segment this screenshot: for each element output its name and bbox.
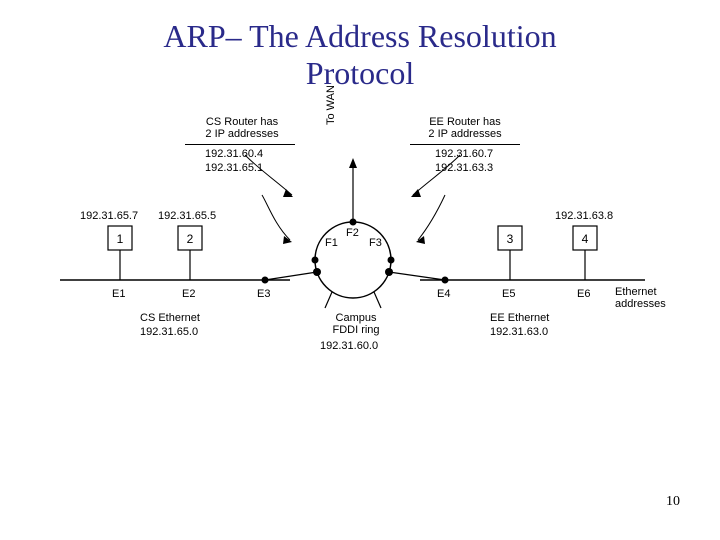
f2-label: F2 <box>346 227 359 239</box>
cs-ip1: 192.31.60.4 <box>205 148 263 160</box>
ring-node-f1 <box>312 257 319 264</box>
e1-label: E1 <box>112 288 125 300</box>
cs-router <box>262 268 322 284</box>
e3-label: E3 <box>257 288 270 300</box>
ip-host-2: 192.31.65.5 <box>158 210 216 222</box>
wan-arrow <box>349 158 357 222</box>
e2-label: E2 <box>182 288 195 300</box>
page-number: 10 <box>666 494 680 510</box>
wan-label: To WAN <box>325 85 337 125</box>
network-diagram: 1 2 3 4 <box>50 110 670 390</box>
host-1: 1 <box>108 226 132 280</box>
ee-underline <box>410 144 520 145</box>
svg-text:2: 2 <box>187 232 194 246</box>
cs-underline <box>185 144 295 145</box>
e5-label: E5 <box>502 288 515 300</box>
ee-ip2: 192.31.63.3 <box>435 162 493 174</box>
ip-host-1: 192.31.65.7 <box>80 210 138 222</box>
ee-net-name: EE Ethernet <box>490 312 549 324</box>
e4-label: E4 <box>437 288 450 300</box>
host-4: 4 <box>573 226 597 280</box>
ee-router-label: EE Router has2 IP addresses <box>405 116 525 140</box>
ee-router <box>385 268 449 284</box>
ring-net-name: CampusFDDI ring <box>326 312 386 336</box>
ring-node-f3 <box>388 257 395 264</box>
svg-text:4: 4 <box>582 232 589 246</box>
f3-label: F3 <box>369 237 382 249</box>
cs-net-ip: 192.31.65.0 <box>140 326 198 338</box>
ee-ip1: 192.31.60.7 <box>435 148 493 160</box>
svg-text:1: 1 <box>117 232 124 246</box>
page-title: ARP– The Address ResolutionProtocol <box>0 0 720 92</box>
svg-text:3: 3 <box>507 232 514 246</box>
ring-net-ip: 192.31.60.0 <box>320 340 378 352</box>
ip-host-4: 192.31.63.8 <box>555 210 613 222</box>
ethernet-addresses-label: Ethernetaddresses <box>615 286 675 310</box>
f1-label: F1 <box>325 237 338 249</box>
host-2: 2 <box>178 226 202 280</box>
cs-ip2: 192.31.65.1 <box>205 162 263 174</box>
cs-net-name: CS Ethernet <box>140 312 200 324</box>
host-3: 3 <box>498 226 522 280</box>
ee-net-ip: 192.31.63.0 <box>490 326 548 338</box>
e6-label: E6 <box>577 288 590 300</box>
cs-router-label: CS Router has2 IP addresses <box>182 116 302 140</box>
